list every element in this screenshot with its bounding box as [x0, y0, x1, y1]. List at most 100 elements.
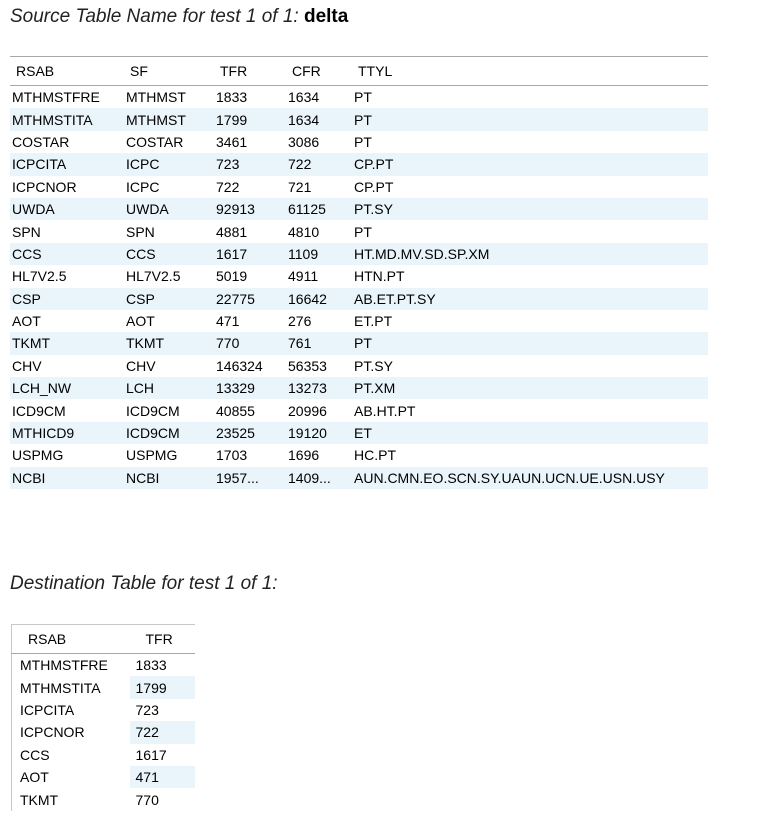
table-row[interactable]: MTHMSTITA 1799: [11, 676, 195, 699]
column-header[interactable]: CFR: [286, 56, 352, 86]
table-cell: CHV: [126, 357, 156, 374]
table-row[interactable]: MTHMSTFRE 1833: [12, 654, 195, 677]
table-row[interactable]: MTHICD9 ICD9CM 23525 19120 ET: [10, 421, 708, 445]
table-cell: HC.PT: [354, 447, 396, 464]
table-cell: PT.XM: [352, 377, 708, 400]
table-cell: 22775: [214, 287, 286, 310]
table-cell: USPMG: [12, 447, 64, 464]
table-cell: ICD9CM: [12, 402, 66, 419]
table-cell: 761: [286, 332, 352, 355]
table-row[interactable]: MTHMSTITA MTHMST 1799 1634 PT: [10, 108, 708, 131]
table-row[interactable]: AOT 471: [11, 765, 195, 789]
table-row[interactable]: CCS 1617: [12, 744, 195, 766]
table-cell: HL7V2.5: [12, 268, 67, 285]
table-cell: NCBI: [124, 466, 214, 490]
table-cell: USPMG: [126, 447, 178, 464]
table-cell: ICPC: [124, 153, 214, 176]
table-row[interactable]: TKMT 770: [12, 788, 195, 810]
table-row[interactable]: CHV CHV 146324 56353 PT.SY: [10, 355, 708, 377]
table-row[interactable]: HL7V2.5 HL7V2.5 5019 4911 HTN.PT: [10, 265, 708, 287]
table-cell: 1799: [129, 676, 195, 699]
table-cell: AUN.CMN.EO.SCN.SY.UAUN.UCN.UE.USN.USY: [352, 466, 708, 490]
table-cell: SPN: [12, 223, 41, 240]
table-row[interactable]: NCBI NCBI 1957... 1409... AUN.CMN.EO.SCN.SY.…: [10, 466, 708, 490]
column-header[interactable]: RSAB: [11, 624, 130, 654]
table-cell: ICPCNOR: [11, 721, 130, 744]
table-cell: 1957...: [214, 466, 286, 490]
table-cell: MTHMSTITA: [11, 676, 130, 699]
table-cell: CCS: [20, 746, 50, 763]
table-cell: UWDA: [10, 197, 124, 221]
source-table-caption: Source Table Name for test 1 of 1: delta: [10, 6, 348, 28]
table-cell: PT: [354, 223, 372, 240]
table-cell: 92913: [214, 197, 286, 221]
column-header[interactable]: TFR: [129, 624, 195, 654]
table-cell: 276: [288, 313, 312, 330]
table-row[interactable]: ICPCNOR ICPC 722 721 CP.PT: [10, 176, 708, 198]
column-header[interactable]: SF: [124, 56, 214, 86]
table-row[interactable]: ICPCITA 723: [12, 699, 195, 721]
table-cell: 471: [129, 765, 195, 789]
table-cell: HL7V2.5: [126, 268, 181, 285]
table-cell: 1833: [135, 657, 167, 674]
table-row[interactable]: TKMT TKMT 770 761 PT: [10, 332, 708, 355]
table-cell: 4881: [216, 223, 248, 240]
table-cell: 1799: [214, 108, 286, 131]
table-cell: 56353: [288, 357, 327, 374]
table-row[interactable]: SPN SPN 4881 4810 PT: [10, 220, 708, 242]
table-cell: ET.PT: [354, 313, 393, 330]
table-cell: CP.PT: [352, 153, 708, 176]
table-cell: 1409...: [286, 466, 352, 490]
column-header[interactable]: TTYL: [352, 56, 708, 86]
table-cell: CHV: [12, 357, 42, 374]
table-row[interactable]: CCS CCS 1617 1109 HT.MD.MV.SD.SP.XM: [10, 242, 708, 266]
table-cell: 3086: [288, 133, 320, 150]
table-cell: 13329: [214, 377, 286, 400]
table-cell: 20996: [288, 402, 327, 419]
table-row[interactable]: LCH_NW LCH 13329 13273 PT.XM: [10, 377, 708, 400]
table-cell: LCH_NW: [10, 377, 124, 400]
table-cell: 770: [135, 791, 159, 808]
table-cell: 770: [214, 332, 286, 355]
table-cell: AB.HT.PT: [354, 402, 416, 419]
table-cell: TKMT: [20, 791, 59, 808]
table-cell: CCS: [10, 242, 124, 266]
table-cell: HT.MD.MV.SD.SP.XM: [352, 242, 708, 266]
column-header[interactable]: TFR: [214, 56, 286, 86]
table-row[interactable]: UWDA UWDA 92913 61125 PT.SY: [10, 197, 708, 221]
table-cell: 23525: [214, 421, 286, 445]
table-row[interactable]: ICPCNOR 722: [11, 721, 195, 744]
table-cell: ICPCNOR: [12, 178, 77, 195]
table-cell: AOT: [12, 313, 41, 330]
table-cell: MTHMSTITA: [10, 108, 124, 131]
table-cell: MTHMSTFRE: [20, 657, 108, 674]
table-cell: CSP: [124, 287, 214, 310]
table-row[interactable]: ICPCITA ICPC 723 722 CP.PT: [10, 153, 708, 176]
header-row: RSAB SF TFR CFR TTYL: [10, 56, 708, 86]
table-cell: PT: [354, 89, 372, 106]
table-row[interactable]: MTHMSTFRE MTHMST 1833 1634 PT: [10, 86, 708, 109]
table-cell: MTHMST: [126, 89, 186, 106]
table-cell: MTHMST: [124, 108, 214, 131]
table-row[interactable]: ICD9CM ICD9CM 40855 20996 AB.HT.PT: [10, 399, 708, 421]
table-cell: UWDA: [124, 197, 214, 221]
table-cell: 1696: [288, 447, 320, 464]
table-cell: MTHMSTFRE: [12, 89, 100, 106]
table-cell: ICD9CM: [126, 402, 180, 419]
table-cell: PT: [352, 108, 708, 131]
table-row[interactable]: COSTAR COSTAR 3461 3086 PT: [10, 131, 708, 153]
column-header[interactable]: RSAB: [10, 56, 124, 86]
table-cell: TKMT: [10, 332, 124, 355]
table-cell: 1634: [286, 108, 352, 131]
table-cell: 722: [216, 178, 240, 195]
table-cell: 723: [135, 701, 159, 718]
source-table-name: delta: [303, 6, 349, 27]
table-cell: 146324: [216, 357, 263, 374]
table-cell: CCS: [124, 242, 214, 266]
table-row[interactable]: AOT AOT 471 276 ET.PT: [10, 310, 708, 332]
source-caption-text: Source Table Name for test 1 of 1:: [10, 6, 299, 27]
table-cell: 1703: [216, 447, 248, 464]
table-row[interactable]: USPMG USPMG 1703 1696 HC.PT: [10, 444, 708, 466]
table-cell: MTHICD9: [10, 421, 124, 445]
table-row[interactable]: CSP CSP 22775 16642 AB.ET.PT.SY: [10, 287, 708, 310]
